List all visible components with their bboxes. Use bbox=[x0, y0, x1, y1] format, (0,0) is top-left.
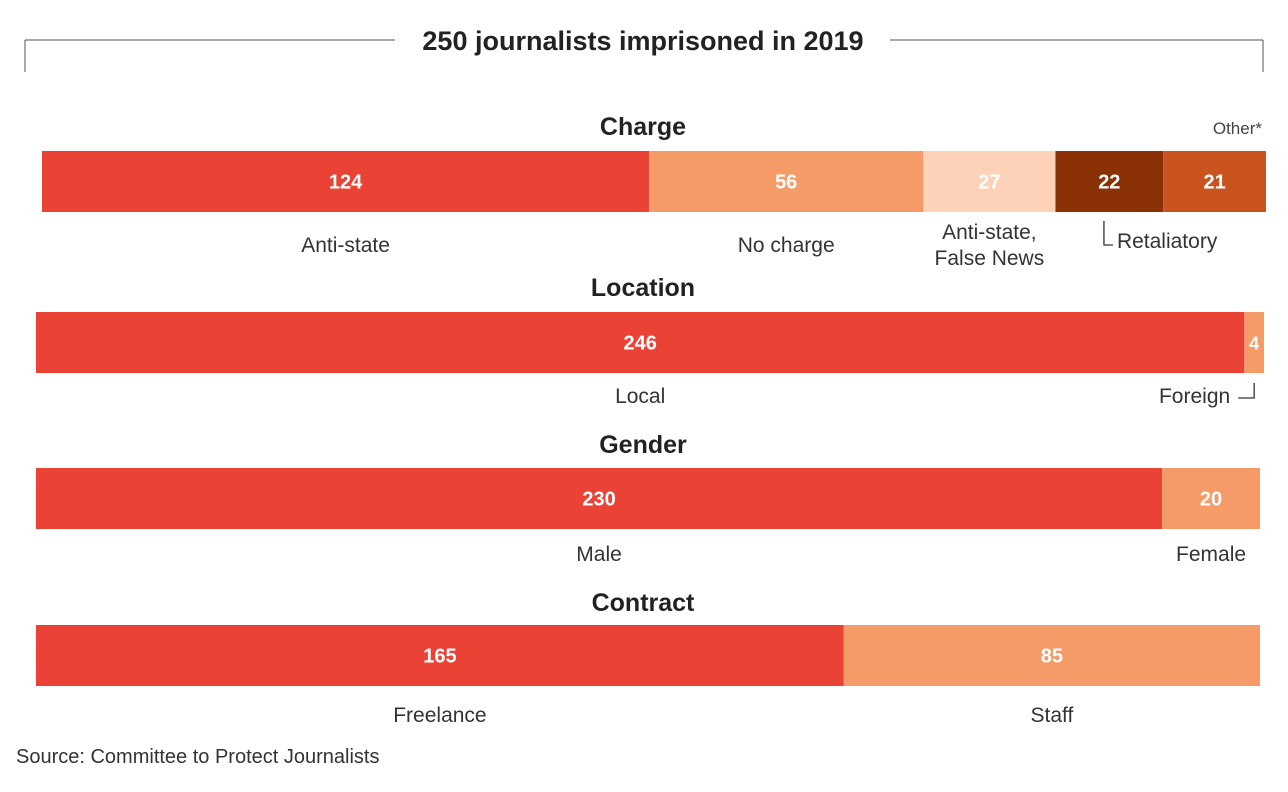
category-label-charge-no-charge: No charge bbox=[738, 234, 835, 257]
value-label-gender-male: 230 bbox=[582, 489, 615, 511]
value-label-charge-retaliatory: 22 bbox=[1098, 172, 1120, 194]
connector-location-foreign bbox=[1238, 383, 1255, 399]
group-gender: Gender 230 Male 20 Female bbox=[36, 431, 1260, 566]
value-label-contract-freelance: 165 bbox=[423, 646, 456, 668]
bar-segment-location-local bbox=[36, 312, 1245, 373]
source-note: Source: Committee to Protect Journalists bbox=[16, 746, 379, 768]
bar-segment-charge-anti-state-false-news bbox=[923, 151, 1056, 212]
group-location: Location 246 Local 4 Foreign bbox=[36, 274, 1264, 408]
category-label-contract-staff: Staff bbox=[1031, 704, 1074, 727]
value-label-charge-no-charge: 56 bbox=[775, 172, 797, 194]
category-label-gender-female: Female bbox=[1176, 543, 1246, 566]
group-title-location: Location bbox=[591, 274, 695, 302]
bar-segment-charge-retaliatory bbox=[1055, 151, 1164, 212]
category-label-contract-freelance: Freelance bbox=[393, 704, 486, 727]
value-label-charge-other: 21 bbox=[1203, 172, 1225, 194]
category-label-charge-anti-state-false-news-line2: False News bbox=[935, 247, 1045, 270]
bar-segment-charge-no-charge bbox=[649, 151, 924, 212]
group-title-charge: Charge bbox=[600, 113, 686, 141]
bar-segment-location-foreign bbox=[1244, 312, 1264, 373]
group-contract: Contract 165 Freelance 85 Staff bbox=[36, 589, 1260, 727]
category-label-location-local: Local bbox=[615, 385, 665, 408]
bar-segment-gender-male bbox=[36, 468, 1163, 529]
category-label-gender-male: Male bbox=[576, 543, 622, 566]
value-label-location-local: 246 bbox=[623, 333, 656, 355]
value-label-contract-staff: 85 bbox=[1041, 646, 1063, 668]
connector-retaliatory bbox=[1103, 221, 1113, 246]
group-title-contract: Contract bbox=[592, 589, 695, 617]
category-label-charge-retaliatory: Retaliatory bbox=[1117, 230, 1218, 253]
group-charge: Charge Other* 124 Anti-state 56 No charge 27 An… bbox=[42, 113, 1266, 270]
value-label-charge-anti-state-false-news: 27 bbox=[978, 172, 1000, 194]
bar-segment-charge-other bbox=[1163, 151, 1266, 212]
bar-segment-charge-anti-state bbox=[42, 151, 650, 212]
value-label-gender-female: 20 bbox=[1200, 489, 1222, 511]
category-label-charge-anti-state: Anti-state bbox=[301, 234, 390, 257]
category-label-charge-anti-state-false-news-line1: Anti-state, bbox=[942, 221, 1037, 244]
bar-segment-contract-freelance bbox=[36, 625, 844, 686]
value-label-location-foreign: 4 bbox=[1249, 334, 1259, 354]
chart-title: 250 journalists imprisoned in 2019 bbox=[422, 26, 863, 56]
category-label-location-foreign: Foreign bbox=[1159, 385, 1230, 408]
group-note-charge: Other* bbox=[1213, 119, 1263, 138]
bar-segment-contract-staff bbox=[843, 625, 1260, 686]
value-label-charge-anti-state: 124 bbox=[329, 172, 363, 194]
bar-segment-gender-female bbox=[1162, 468, 1260, 529]
group-title-gender: Gender bbox=[599, 431, 687, 459]
